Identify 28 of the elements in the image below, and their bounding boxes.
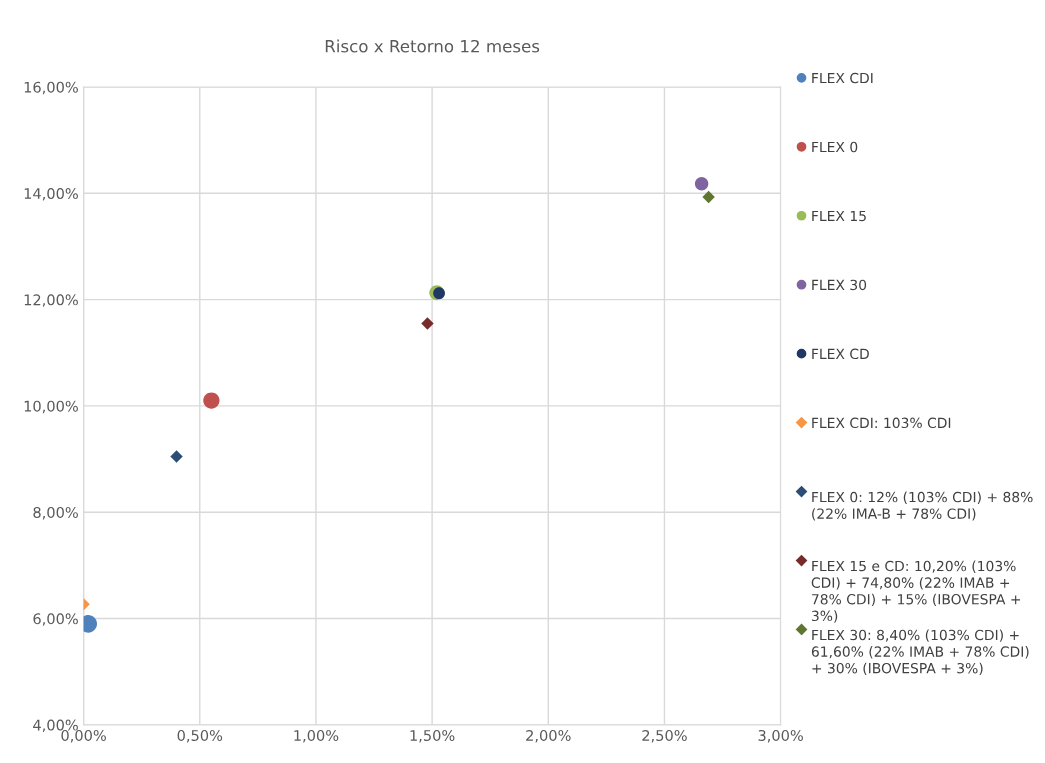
point	[203, 392, 220, 409]
x-tick-label: 3,00%	[758, 729, 803, 743]
legend-label: FLEX 30	[812, 279, 867, 291]
point	[421, 317, 434, 330]
x-tick-label: 2,00%	[526, 729, 571, 743]
point	[170, 450, 183, 463]
y-tick-label: 14,00%	[24, 188, 78, 201]
y-tick-label: 6,00%	[33, 613, 78, 626]
x-tick-label: 1,00%	[294, 729, 339, 743]
x-tick-label: 1,50%	[410, 729, 455, 743]
legend-label: FLEX 15	[812, 210, 866, 222]
point	[433, 287, 445, 300]
legend-label: FLEX CDI: 103% CDI	[812, 417, 951, 429]
point	[694, 176, 709, 191]
y-tick-label: 16,00%	[24, 81, 78, 95]
y-tick-label: 10,00%	[24, 400, 78, 414]
x-tick-label: 2,50%	[642, 729, 687, 743]
legend-label: FLEX 15 e CD: 10,20% (103% CDI) + 74,80% (22% IMAB + 78% CDI) + 15% (IBOVESPA + 3%)	[811, 560, 1021, 623]
legend-label: FLEX 0: 12% (103% CDI) + 88% (22% IMA-B + 78% CDI)	[812, 491, 1033, 521]
legend-label: FLEX 0	[812, 141, 858, 153]
legend-label: FLEX CDI	[812, 72, 873, 84]
x-tick-label: 0,50%	[177, 729, 223, 743]
point	[702, 190, 715, 204]
chart-title: Risco x Retorno 12 meses	[325, 39, 540, 53]
y-tick-label: 8,00%	[33, 506, 78, 520]
y-tick-label: 12,00%	[24, 294, 78, 307]
legend-label: FLEX CD	[812, 348, 869, 360]
legend-label: FLEX 30: 8,40% (103% CDI) + 61,60% (22% IMAB + 78% CDI) + 30% (IBOVESPA + 3%)	[811, 629, 1029, 676]
